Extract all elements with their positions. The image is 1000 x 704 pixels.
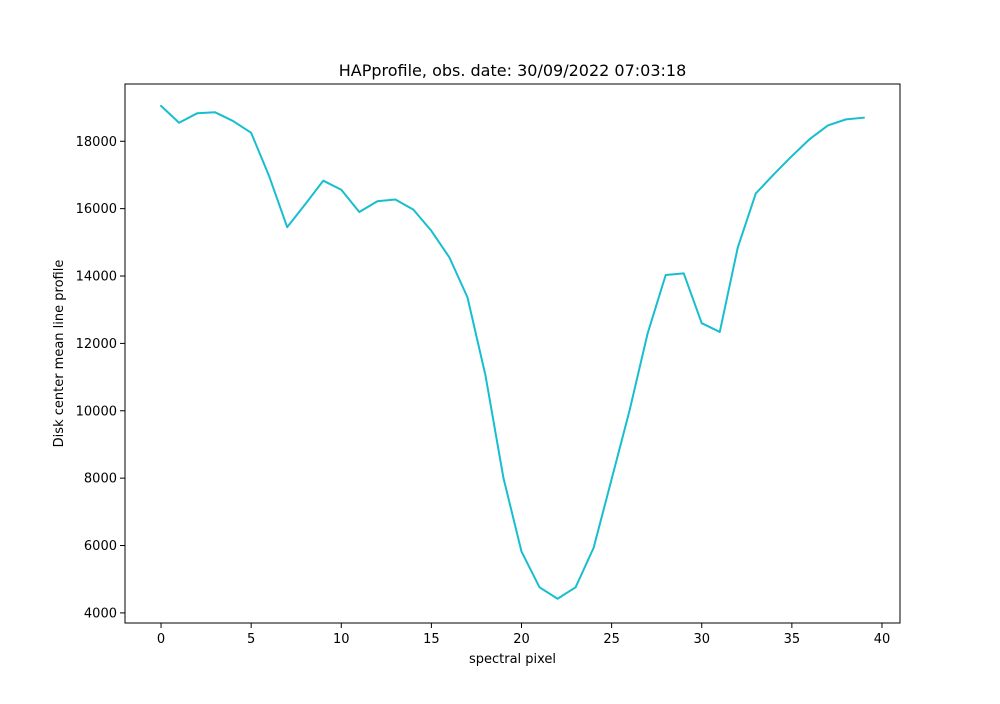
data-point (539, 586, 541, 588)
x-tick-label: 10 (333, 632, 350, 647)
data-point (214, 111, 216, 113)
data-point (575, 586, 577, 588)
x-tick-label: 0 (157, 632, 165, 647)
data-point (647, 332, 649, 334)
x-axis-label: spectral pixel (469, 652, 556, 667)
y-tick-label: 4000 (84, 606, 117, 621)
series-layer (160, 104, 865, 600)
y-tick-label: 14000 (76, 270, 117, 285)
data-point (665, 274, 667, 276)
y-axis-label: Disk center mean line profile (52, 260, 67, 448)
data-point (737, 246, 739, 248)
data-point (502, 477, 504, 479)
data-point (322, 180, 324, 182)
axis-ticks: 0 5 10 15 20 25 30 35 40 4000 6000 8000 10000 12000 14… (76, 135, 891, 647)
y-tick-label: 8000 (84, 472, 117, 487)
data-point (719, 331, 721, 333)
x-tick-label: 35 (784, 632, 801, 647)
data-point (629, 409, 631, 411)
data-point (466, 296, 468, 298)
y-tick-label: 12000 (76, 337, 117, 352)
data-point (196, 112, 198, 114)
y-tick-label: 6000 (84, 539, 117, 554)
data-point (178, 122, 180, 124)
data-point (286, 226, 288, 228)
y-tick-label: 16000 (76, 202, 117, 217)
y-tick-label: 10000 (76, 404, 117, 419)
data-point (611, 478, 613, 480)
data-point (701, 322, 703, 324)
data-point (376, 200, 378, 202)
data-point (412, 209, 414, 211)
data-point (340, 189, 342, 191)
data-point (484, 374, 486, 376)
plot-area (125, 84, 900, 623)
data-point (430, 230, 432, 232)
data-point (521, 551, 523, 553)
data-point (160, 105, 162, 107)
series-line (160, 104, 865, 600)
data-point (773, 173, 775, 175)
data-point (809, 138, 811, 140)
data-point (268, 175, 270, 177)
x-tick-label: 15 (423, 632, 440, 647)
x-tick-label: 40 (874, 632, 891, 647)
x-tick-label: 5 (247, 632, 255, 647)
x-tick-label: 25 (603, 632, 620, 647)
data-point (845, 118, 847, 120)
x-tick-label: 30 (693, 632, 710, 647)
data-point (863, 117, 865, 119)
data-point (827, 124, 829, 126)
chart-title: HAPprofile, obs. date: 30/09/2022 07:03:… (339, 61, 687, 80)
data-point (232, 120, 234, 122)
data-point (593, 547, 595, 549)
data-point (358, 211, 360, 213)
data-point (791, 155, 793, 157)
data-point (394, 199, 396, 201)
data-point (304, 203, 306, 205)
plot-frame (124, 83, 901, 624)
data-point (448, 256, 450, 258)
y-tick-label: 18000 (76, 135, 117, 150)
data-point (755, 192, 757, 194)
x-tick-label: 20 (513, 632, 530, 647)
data-point (250, 132, 252, 134)
data-point (557, 598, 559, 600)
data-point (683, 272, 685, 274)
